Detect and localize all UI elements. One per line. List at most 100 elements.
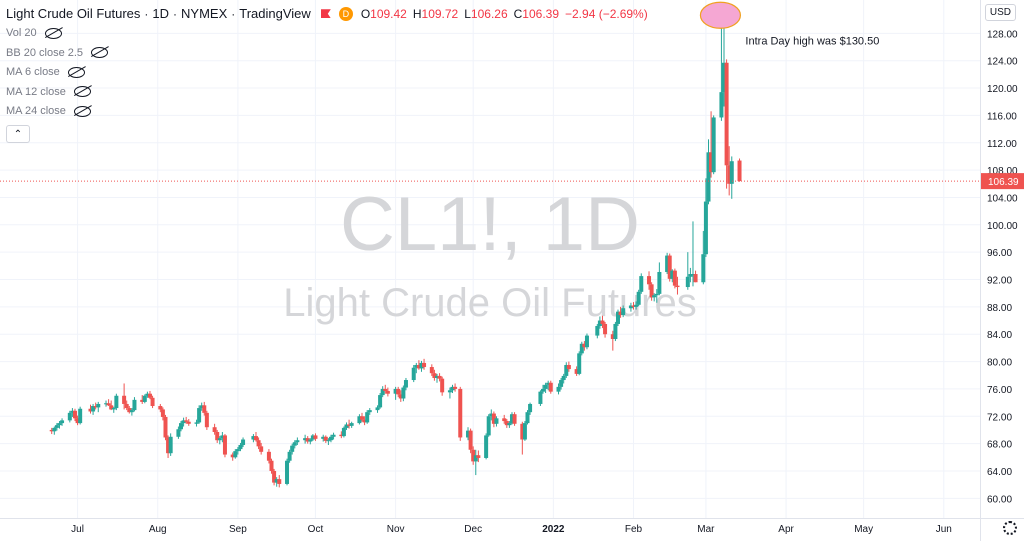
candle[interactable] [251,434,256,443]
candle[interactable] [548,380,553,394]
candle[interactable] [528,402,533,415]
candle[interactable] [719,16,724,121]
candle[interactable] [93,402,98,410]
candle[interactable] [378,393,383,409]
candle[interactable] [186,419,191,426]
indicator-row[interactable]: MA 12 close [6,82,654,102]
candle[interactable] [114,393,119,411]
candle[interactable] [701,230,706,285]
candle[interactable] [525,410,530,425]
candle[interactable] [347,419,352,429]
candle[interactable] [202,401,207,416]
candle[interactable] [217,436,222,445]
candle[interactable] [561,373,566,384]
candle[interactable] [458,386,463,441]
candle[interactable] [636,289,641,307]
candle[interactable] [574,366,579,376]
candle[interactable] [215,429,220,443]
candle[interactable] [437,373,442,382]
candle[interactable] [150,395,155,409]
candle[interactable] [295,437,300,445]
candle[interactable] [124,400,129,411]
candle[interactable] [520,421,525,455]
candle[interactable] [450,384,455,394]
candle[interactable] [440,376,445,396]
candle[interactable] [111,406,116,413]
candle[interactable] [546,380,551,391]
candle[interactable] [230,452,235,461]
candle[interactable] [285,458,290,486]
candle[interactable] [375,405,380,413]
candle[interactable] [91,403,96,415]
candle[interactable] [166,435,171,458]
candle[interactable] [398,390,403,402]
candle[interactable] [292,440,297,449]
candle[interactable] [649,282,654,301]
indicator-row[interactable]: MA 24 close [6,102,654,122]
candle[interactable] [367,408,372,415]
candle[interactable] [579,341,584,356]
candle[interactable] [310,434,315,441]
candle[interactable] [631,302,636,310]
candle[interactable] [411,364,416,383]
candle[interactable] [556,383,561,395]
hidden-eye-icon[interactable] [91,47,109,59]
candle[interactable] [737,158,742,182]
candle[interactable] [706,139,711,205]
candle[interactable] [197,405,202,424]
high-marker-ellipse[interactable] [699,1,742,29]
candle[interactable] [168,433,173,456]
candle[interactable] [360,412,365,422]
candle[interactable] [54,423,59,431]
candle[interactable] [274,477,279,487]
candle[interactable] [603,321,608,338]
candle[interactable] [145,391,150,398]
candle[interactable] [414,362,419,374]
candle[interactable] [434,373,439,383]
candle[interactable] [541,384,546,394]
candle[interactable] [675,276,680,295]
candle[interactable] [308,438,313,445]
candle[interactable] [476,450,481,463]
candle[interactable] [494,416,499,427]
candle[interactable] [104,400,109,407]
candle[interactable] [142,394,147,404]
candle[interactable] [365,410,370,424]
hidden-eye-icon[interactable] [73,105,91,117]
candle[interactable] [403,377,408,391]
candle[interactable] [212,423,217,435]
hidden-eye-icon[interactable] [67,66,85,78]
candle[interactable] [489,409,494,421]
candle[interactable] [269,458,274,474]
interval-label[interactable]: 1D [152,6,170,22]
candle[interactable] [595,323,600,339]
candle[interactable] [184,416,189,424]
candle[interactable] [652,293,657,302]
candle[interactable] [584,333,589,350]
candle[interactable] [538,390,543,407]
candle[interactable] [88,404,93,414]
candle[interactable] [326,438,331,445]
candle[interactable] [181,417,186,427]
candle[interactable] [507,421,512,428]
indicator-row[interactable]: MA 6 close [6,63,654,83]
indicator-row[interactable]: BB 20 close 2.5 [6,43,654,63]
candle[interactable] [313,433,318,441]
candle[interactable] [522,421,527,441]
candle[interactable] [60,418,65,426]
candle[interactable] [253,431,258,442]
candle[interactable] [339,431,344,439]
candle[interactable] [447,387,452,399]
candle[interactable] [158,403,163,413]
candle[interactable] [385,387,390,397]
candle[interactable] [709,111,714,178]
candle[interactable] [176,426,181,439]
candle[interactable] [70,408,75,417]
candle[interactable] [484,433,489,460]
candle[interactable] [147,390,152,400]
candle[interactable] [67,410,72,423]
candle[interactable] [160,407,165,421]
candle[interactable] [618,306,623,318]
candle[interactable] [72,408,77,422]
candle[interactable] [132,397,137,412]
